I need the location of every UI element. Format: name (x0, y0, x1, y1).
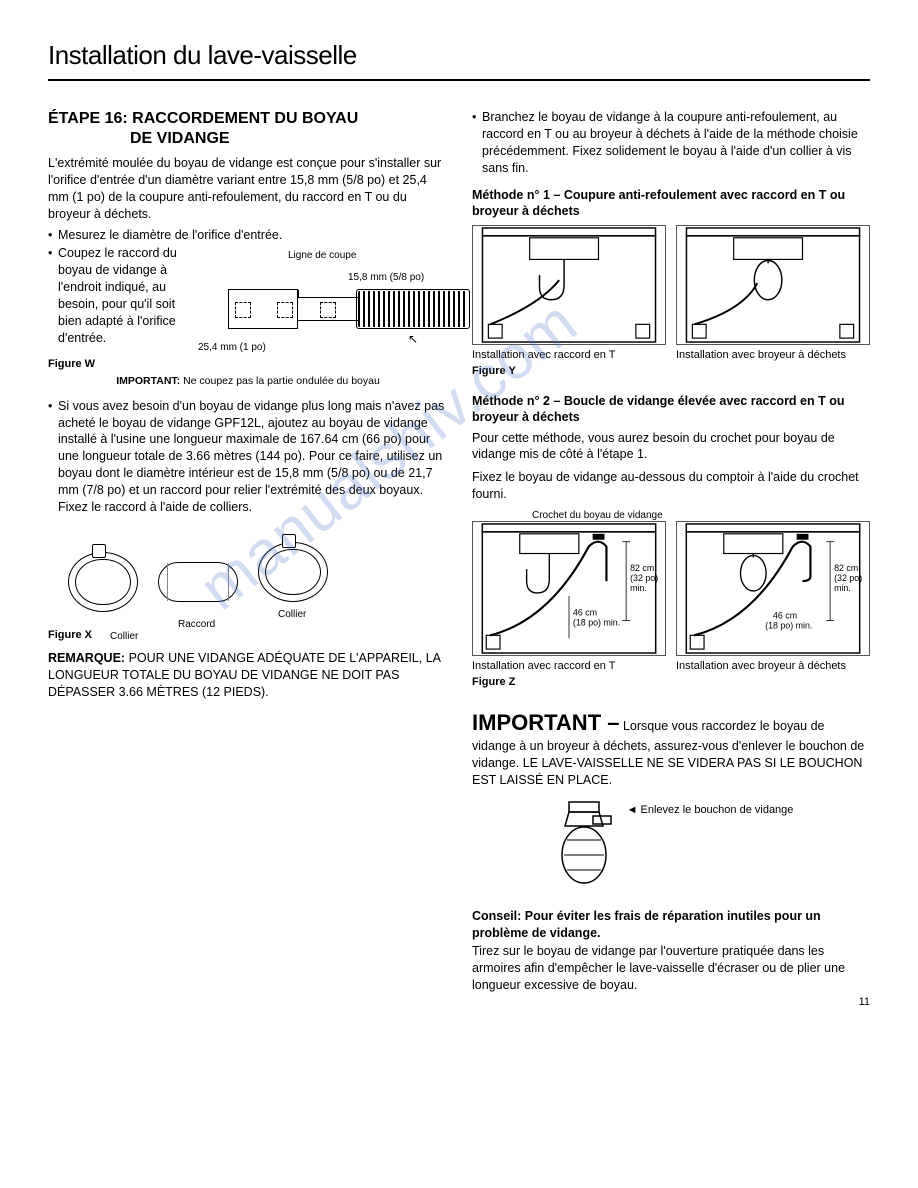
figw-cutline-label: Ligne de coupe (288, 249, 356, 263)
clamp-right (258, 542, 328, 602)
svg-text:82 cm: 82 cm (834, 563, 858, 573)
figy-left-caption: Installation avec raccord en T (472, 349, 666, 362)
figz-left-box: 82 cm (32 po) min. 46 cm (18 po) min. (472, 521, 666, 656)
page-title: Installation du lave-vaisselle (48, 40, 870, 81)
bullet2-with-figure: Coupez le raccord du boyau de vidange à … (48, 245, 448, 371)
hose-body (228, 289, 298, 329)
svg-text:(32 po): (32 po) (630, 573, 658, 583)
clamp-left (68, 552, 138, 612)
figz-right-box: 82 cm (32 po) min. 46 cm (18 po) min. (676, 521, 870, 656)
disposer-diagram: ◄ Enlevez le bouchon de vidange (472, 800, 870, 890)
bullet-list-2: Si vous avez besoin d'un boyau de vidang… (48, 398, 448, 516)
figx-collar-r: Collier (278, 608, 306, 622)
svg-text:min.: min. (630, 583, 647, 593)
step-heading: ÉTAPE 16: RACCORDEMENT DU BOYAU DE VIDAN… (48, 109, 448, 149)
figure-z-label: Figure Z (472, 675, 870, 690)
figy-left-box (472, 225, 666, 345)
right-column: Branchez le boyau de vidange à la coupur… (472, 109, 870, 998)
svg-text:(18 po) min.: (18 po) min. (765, 620, 812, 630)
arrow-left-icon: ◄ (627, 804, 638, 816)
step-title-l1: ÉTAPE 16: RACCORDEMENT DU BOYAU (48, 110, 358, 127)
figy-left: Installation avec raccord en T (472, 225, 666, 362)
hose-neck (298, 297, 358, 321)
figy-right-box (676, 225, 870, 345)
remark-paragraph: REMARQUE: POUR UNE VIDANGE ADÉQUATE DE L… (48, 650, 448, 701)
method1-heading: Méthode n° 1 – Coupure anti-refoulement … (472, 187, 870, 220)
figx-coupling: Raccord (178, 618, 215, 632)
figw-important-text: Ne coupez pas la partie ondulée du boyau (180, 375, 380, 387)
important-block: IMPORTANT – Lorsque vous raccordez le bo… (472, 708, 870, 788)
figure-w-label: Figure W (48, 358, 95, 370)
figz-left-caption: Installation avec raccord en T (472, 660, 666, 673)
disposer-label-block: ◄ Enlevez le bouchon de vidange (627, 800, 794, 817)
figy-right: Installation avec broyeur à déchets (676, 225, 870, 362)
svg-text:(18 po) min.: (18 po) min. (573, 617, 620, 627)
bullet-extend: Si vous avez besoin d'un boyau de vidang… (48, 398, 448, 516)
method2-p1: Pour cette méthode, vous aurez besoin du… (472, 430, 870, 464)
svg-text:46 cm: 46 cm (573, 608, 597, 618)
remark-prefix: REMARQUE: (48, 651, 125, 665)
figz-hook-label: Crochet du boyau de vidange (532, 509, 663, 523)
figure-x-label: Figure X (48, 628, 92, 643)
figure-y-label: Figure Y (472, 364, 870, 379)
svg-text:82 cm: 82 cm (630, 563, 654, 573)
right-bullet-list: Branchez le boyau de vidange à la coupur… (472, 109, 870, 177)
figure-w-diagram: Ligne de coupe 15,8 mm (5/8 po) ↖ 25,4 m… (198, 249, 448, 359)
figure-x-diagram: Collier Raccord Collier Figure X (48, 522, 448, 642)
disposer-icon (549, 800, 619, 890)
figure-y-row: Installation avec raccord en T Ins (472, 225, 870, 362)
figw-dim-small: 15,8 mm (5/8 po) (348, 271, 424, 285)
advice-text: Tirez sur le boyau de vidange par l'ouve… (472, 943, 870, 994)
bullet-measure: Mesurez le diamètre de l'orifice d'entré… (48, 227, 448, 244)
figz-left: 82 cm (32 po) min. 46 cm (18 po) min. In… (472, 521, 666, 673)
method2-p2: Fixez le boyau de vidange au-dessous du … (472, 469, 870, 503)
figx-collar-l: Collier (110, 630, 138, 644)
figw-dim-large: 25,4 mm (1 po) (198, 341, 266, 355)
figz-right: 82 cm (32 po) min. 46 cm (18 po) min. In… (676, 521, 870, 673)
bullet-connect: Branchez le boyau de vidange à la coupur… (472, 109, 870, 177)
figure-z-row: 82 cm (32 po) min. 46 cm (18 po) min. In… (472, 521, 870, 673)
svg-text:min.: min. (834, 583, 851, 593)
figz-right-caption: Installation avec broyeur à déchets (676, 660, 870, 673)
content-columns: ÉTAPE 16: RACCORDEMENT DU BOYAU DE VIDAN… (48, 109, 870, 998)
svg-text:(32 po): (32 po) (834, 573, 862, 583)
intro-paragraph: L'extrémité moulée du boyau de vidange e… (48, 155, 448, 223)
step-title-l2: DE VIDANGE (48, 129, 448, 149)
figy-right-caption: Installation avec broyeur à déchets (676, 349, 870, 362)
svg-text:46 cm: 46 cm (773, 611, 797, 621)
bullet-cut: Coupez le raccord du boyau de vidange à … (48, 245, 188, 346)
disposer-label-text: Enlevez le bouchon de vidange (641, 804, 794, 816)
important-heading: IMPORTANT – (472, 710, 619, 735)
figw-important-prefix: IMPORTANT: (116, 375, 180, 387)
page-number: 11 (859, 996, 870, 1008)
left-column: ÉTAPE 16: RACCORDEMENT DU BOYAU DE VIDAN… (48, 109, 448, 998)
hose-corrugated (358, 291, 468, 327)
advice-heading: Conseil: Pour éviter les frais de répara… (472, 908, 870, 941)
coupling-tube (158, 562, 238, 602)
bullet-list-1: Mesurez le diamètre de l'orifice d'entré… (48, 227, 448, 244)
figw-important: IMPORTANT: Ne coupez pas la partie ondul… (48, 374, 448, 388)
method2-heading: Méthode n° 2 – Boucle de vidange élevée … (472, 393, 870, 426)
